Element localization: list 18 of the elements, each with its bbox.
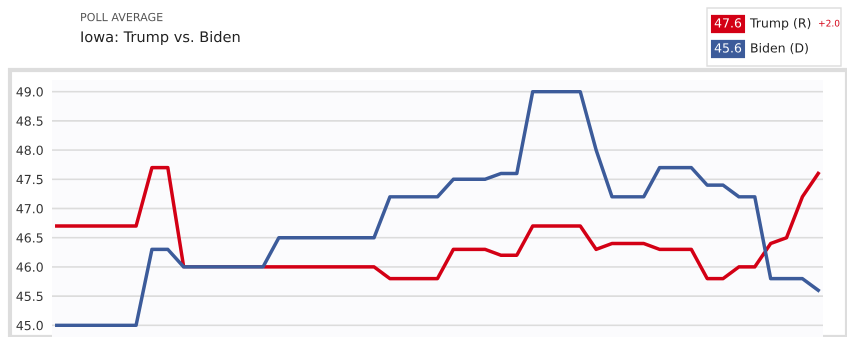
line-series: [55, 90, 820, 328]
text: +2.0: [819, 20, 840, 27]
y-tick-label: 46.0: [16, 262, 43, 272]
y-tick-label: 45.0: [16, 320, 43, 330]
y-tick-label: 46.5: [16, 233, 43, 243]
y-tick-label: 47.5: [16, 174, 43, 184]
line-series: [55, 166, 820, 280]
chart-subtitle: POLL AVERAGE: [81, 12, 162, 22]
y-tick-label: 47.0: [16, 204, 43, 214]
legend-label: Trump (R): [750, 18, 810, 30]
chart-title: Iowa: Trump vs. Biden: [81, 30, 240, 46]
y-tick-label: 49.0: [16, 87, 43, 97]
legend-label: Biden (D): [751, 42, 808, 54]
y-tick-label: 48.0: [16, 146, 43, 156]
y-tick-label: 48.5: [16, 116, 43, 126]
y-tick-label: 45.5: [16, 292, 43, 302]
text: 45.6: [714, 43, 742, 53]
text: 47.6: [714, 18, 742, 28]
